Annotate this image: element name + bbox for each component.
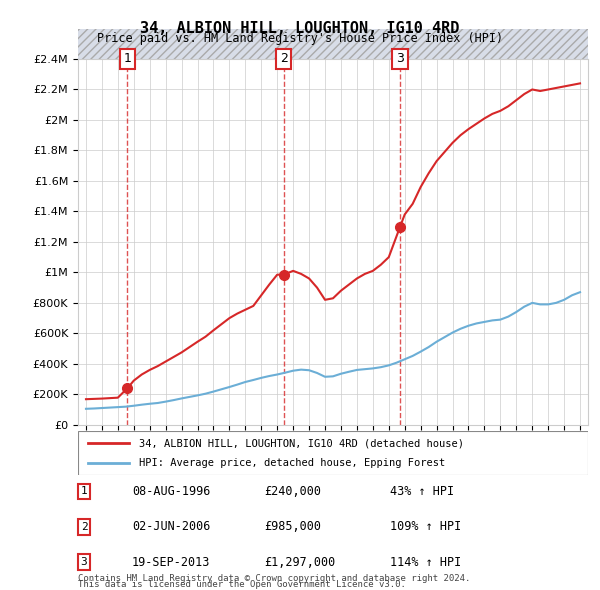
Text: HPI: Average price, detached house, Epping Forest: HPI: Average price, detached house, Eppi… xyxy=(139,458,445,467)
Text: 2: 2 xyxy=(80,522,88,532)
Text: £985,000: £985,000 xyxy=(264,520,321,533)
Text: Contains HM Land Registry data © Crown copyright and database right 2024.: Contains HM Land Registry data © Crown c… xyxy=(78,574,470,583)
Text: 1: 1 xyxy=(80,487,88,496)
Text: 3: 3 xyxy=(396,53,404,65)
Text: This data is licensed under the Open Government Licence v3.0.: This data is licensed under the Open Gov… xyxy=(78,580,406,589)
FancyBboxPatch shape xyxy=(78,431,588,475)
Text: £1,297,000: £1,297,000 xyxy=(264,556,335,569)
Text: 34, ALBION HILL, LOUGHTON, IG10 4RD (detached house): 34, ALBION HILL, LOUGHTON, IG10 4RD (det… xyxy=(139,438,464,448)
Text: 34, ALBION HILL, LOUGHTON, IG10 4RD: 34, ALBION HILL, LOUGHTON, IG10 4RD xyxy=(140,21,460,35)
Text: 02-JUN-2006: 02-JUN-2006 xyxy=(132,520,211,533)
Text: 2: 2 xyxy=(280,53,287,65)
Text: 114% ↑ HPI: 114% ↑ HPI xyxy=(390,556,461,569)
Text: 43% ↑ HPI: 43% ↑ HPI xyxy=(390,485,454,498)
Text: 109% ↑ HPI: 109% ↑ HPI xyxy=(390,520,461,533)
Text: Price paid vs. HM Land Registry's House Price Index (HPI): Price paid vs. HM Land Registry's House … xyxy=(97,32,503,45)
Text: 3: 3 xyxy=(80,558,88,567)
Text: 08-AUG-1996: 08-AUG-1996 xyxy=(132,485,211,498)
Text: 19-SEP-2013: 19-SEP-2013 xyxy=(132,556,211,569)
Text: £240,000: £240,000 xyxy=(264,485,321,498)
Text: 1: 1 xyxy=(124,53,131,65)
